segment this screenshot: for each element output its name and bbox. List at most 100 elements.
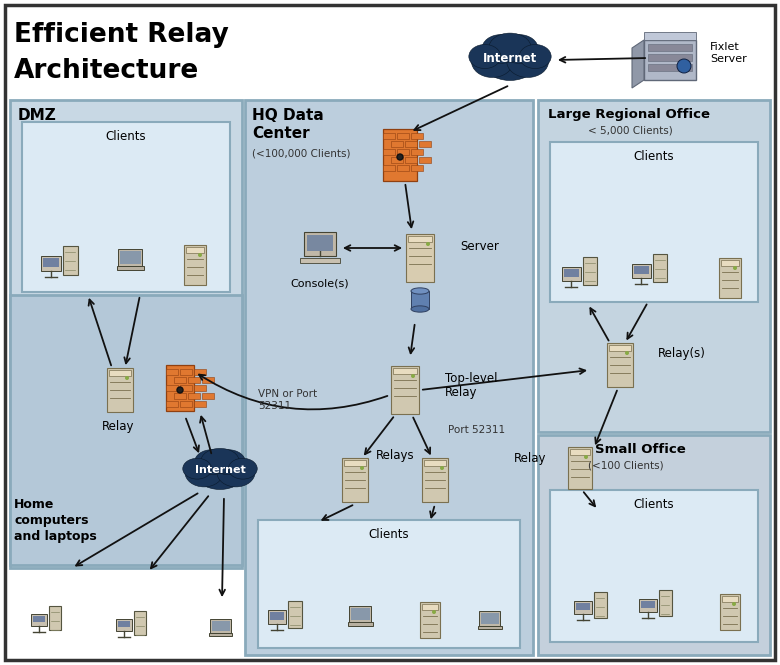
Bar — [166, 369, 178, 375]
Bar — [202, 377, 214, 383]
Text: (<100,000 Clients): (<100,000 Clients) — [252, 148, 350, 158]
Bar — [405, 141, 417, 147]
Bar — [166, 385, 178, 391]
Bar — [411, 149, 423, 155]
Text: Internet: Internet — [195, 465, 246, 475]
Circle shape — [198, 253, 202, 257]
Bar — [300, 258, 340, 263]
Bar — [107, 368, 133, 412]
Bar — [481, 613, 499, 624]
Bar — [550, 142, 758, 302]
Text: Relay: Relay — [101, 420, 134, 433]
Circle shape — [677, 59, 691, 73]
Ellipse shape — [500, 35, 538, 63]
Bar — [22, 122, 230, 292]
Bar — [109, 370, 131, 376]
Ellipse shape — [194, 450, 229, 475]
Bar — [391, 366, 419, 414]
Ellipse shape — [489, 33, 531, 62]
Ellipse shape — [507, 45, 548, 78]
Bar — [568, 447, 592, 489]
Bar — [180, 401, 192, 407]
Bar — [393, 368, 417, 374]
Text: Internet: Internet — [483, 51, 537, 65]
Bar — [644, 40, 696, 80]
Bar — [134, 611, 146, 635]
Bar — [422, 604, 438, 610]
Circle shape — [125, 376, 129, 380]
Bar — [411, 291, 429, 309]
Bar — [648, 44, 692, 51]
Text: Efficient Relay: Efficient Relay — [14, 22, 229, 48]
Bar — [562, 267, 581, 281]
Bar — [719, 258, 741, 298]
Bar — [63, 246, 78, 275]
Bar — [659, 590, 672, 616]
Bar — [120, 251, 141, 264]
Bar — [720, 594, 740, 630]
Bar — [351, 608, 370, 620]
Ellipse shape — [229, 458, 257, 479]
Text: Clients: Clients — [633, 150, 675, 163]
Text: Console(s): Console(s) — [291, 278, 349, 288]
Bar — [594, 592, 607, 618]
Circle shape — [397, 154, 403, 160]
Bar — [49, 606, 61, 630]
Bar — [570, 449, 590, 455]
Bar — [576, 603, 590, 610]
Text: Relay(s): Relay(s) — [658, 346, 706, 360]
Bar — [188, 377, 200, 383]
Circle shape — [625, 351, 629, 355]
Ellipse shape — [471, 45, 513, 78]
Text: (<100 Clients): (<100 Clients) — [588, 460, 664, 470]
Bar — [391, 141, 403, 147]
Circle shape — [177, 387, 183, 393]
Bar — [348, 622, 373, 626]
Bar — [538, 435, 770, 655]
Text: Large Regional Office: Large Regional Office — [548, 108, 710, 121]
Text: HQ Data: HQ Data — [252, 108, 324, 123]
Bar — [419, 157, 431, 163]
Bar — [648, 54, 692, 61]
Bar — [116, 619, 132, 631]
Bar — [641, 601, 655, 608]
Bar — [609, 345, 631, 351]
Text: Server: Server — [710, 54, 746, 64]
Bar — [174, 393, 186, 399]
Ellipse shape — [411, 306, 429, 312]
Bar — [31, 614, 47, 626]
Text: DMZ: DMZ — [18, 108, 57, 123]
Ellipse shape — [411, 288, 429, 294]
Bar — [574, 601, 592, 614]
Text: Center: Center — [252, 126, 310, 141]
Bar — [383, 165, 395, 171]
Ellipse shape — [201, 448, 239, 473]
Bar — [391, 157, 403, 163]
Bar — [117, 266, 144, 270]
Bar — [564, 269, 579, 277]
Bar — [10, 295, 242, 565]
Text: Top-level: Top-level — [445, 372, 498, 384]
Bar — [33, 616, 45, 622]
Bar — [194, 385, 206, 391]
Ellipse shape — [193, 450, 246, 489]
Bar — [397, 133, 409, 139]
Bar — [188, 393, 200, 399]
Text: Relay: Relay — [513, 452, 546, 464]
Bar — [43, 258, 59, 267]
Bar — [411, 165, 423, 171]
Bar — [344, 460, 366, 466]
Bar — [478, 626, 502, 629]
Bar — [607, 343, 633, 387]
Text: computers: computers — [14, 514, 88, 527]
Bar — [419, 141, 431, 147]
Text: Home: Home — [14, 498, 55, 511]
Bar — [210, 619, 231, 633]
Circle shape — [440, 466, 444, 470]
Bar — [632, 264, 651, 278]
Circle shape — [360, 466, 364, 470]
Bar — [212, 621, 230, 631]
Text: Server: Server — [460, 239, 499, 253]
Bar — [118, 621, 130, 627]
Ellipse shape — [480, 35, 540, 80]
